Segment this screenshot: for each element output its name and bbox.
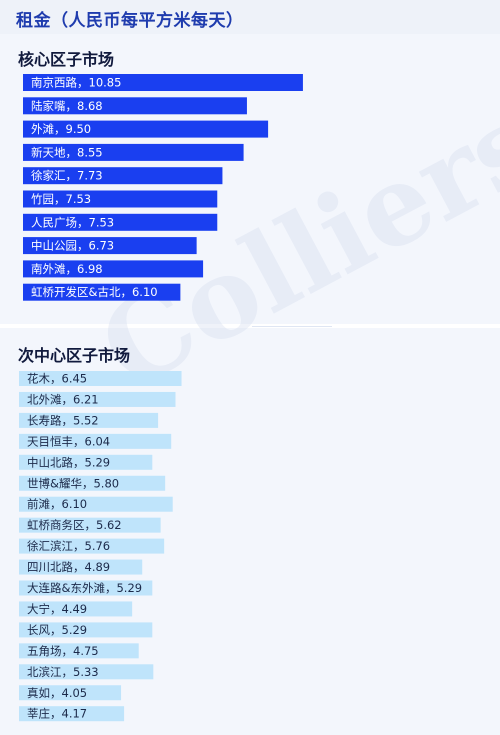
sub-chart-title: 次中心区子市场 [18,346,131,365]
sub-bar-4 [19,454,153,470]
sub-bar-6 [19,496,173,512]
sub-bar-8 [19,538,165,554]
sub-bar-3 [19,433,172,449]
sub-bar-0 [19,371,182,386]
core-bar-label-8: 南外滩，6.98 [31,262,103,276]
core-bar-label-1: 陆家嘴，8.68 [31,99,103,113]
sub-bar-label-12: 长风，5.29 [27,623,87,637]
core-bar-4 [23,167,223,185]
sub-bar-1 [19,391,176,407]
core-bar-label-6: 人民广场，7.53 [31,215,114,229]
sub-bar-label-3: 天目恒丰，6.04 [27,434,110,448]
sub-bar-7 [19,517,161,533]
sub-bar-11 [19,601,133,617]
sub-bar-2 [19,412,159,428]
sub-bar-label-13: 五角场，4.75 [27,644,99,658]
sub-bar-label-15: 真如，4.05 [27,686,87,700]
sub-bar-9 [19,559,143,575]
core-bar-7 [23,237,197,255]
core-bar-label-5: 竹园，7.53 [31,192,91,206]
sub-bar-label-10: 大连路&东外滩，5.29 [27,581,142,595]
sub-bar-label-16: 莘庄，4.17 [27,707,87,721]
core-bar-label-4: 徐家汇，7.73 [31,169,103,183]
core-bar-8 [23,260,204,278]
core-bar-3 [23,143,244,161]
core-bar-2 [23,120,269,138]
core-bar-label-3: 新天地，8.55 [31,145,103,159]
sub-bar-label-0: 花木，6.45 [27,372,87,386]
sub-bar-12 [19,622,153,638]
sub-bar-label-2: 长寿路，5.52 [27,413,99,427]
sub-bar-label-11: 大宁，4.49 [27,602,87,616]
core-bar-label-7: 中山公园，6.73 [31,239,114,253]
sub-bar-14 [19,664,154,680]
core-bar-0 [23,74,303,91]
core-bar-1 [23,97,247,115]
sub-bar-label-1: 北外滩，6.21 [27,392,99,406]
sub-bar-13 [19,643,139,659]
core-bar-label-0: 南京西路，10.85 [31,76,121,90]
sub-bar-label-7: 虹桥商务区，5.62 [27,518,122,532]
core-bar-9 [23,283,181,301]
core-chart-title: 核心区子市场 [18,50,115,69]
core-bar-label-9: 虹桥开发区&古北，6.10 [31,285,158,299]
sub-bar-16 [19,706,125,722]
sub-bar-label-14: 北滨江，5.33 [27,665,99,679]
core-bar-5 [23,190,218,208]
core-bar-label-2: 外滩，9.50 [31,122,91,136]
sub-bar-label-6: 前滩，6.10 [27,497,87,511]
sub-bar-label-8: 徐汇滨江，5.76 [27,539,110,553]
title-band [0,0,500,34]
sub-bar-15 [19,685,122,701]
page-title: 租金（人民币每平方米每天） [16,11,244,31]
sub-bar-10 [19,580,153,596]
sub-bar-label-4: 中山北路，5.29 [27,455,110,469]
sub-bar-label-5: 世博&耀华，5.80 [27,476,119,490]
core-bar-6 [23,213,218,231]
sub-bar-label-9: 四川北路，4.89 [27,560,110,574]
panel-divider [252,326,332,327]
sub-bar-5 [19,475,166,491]
